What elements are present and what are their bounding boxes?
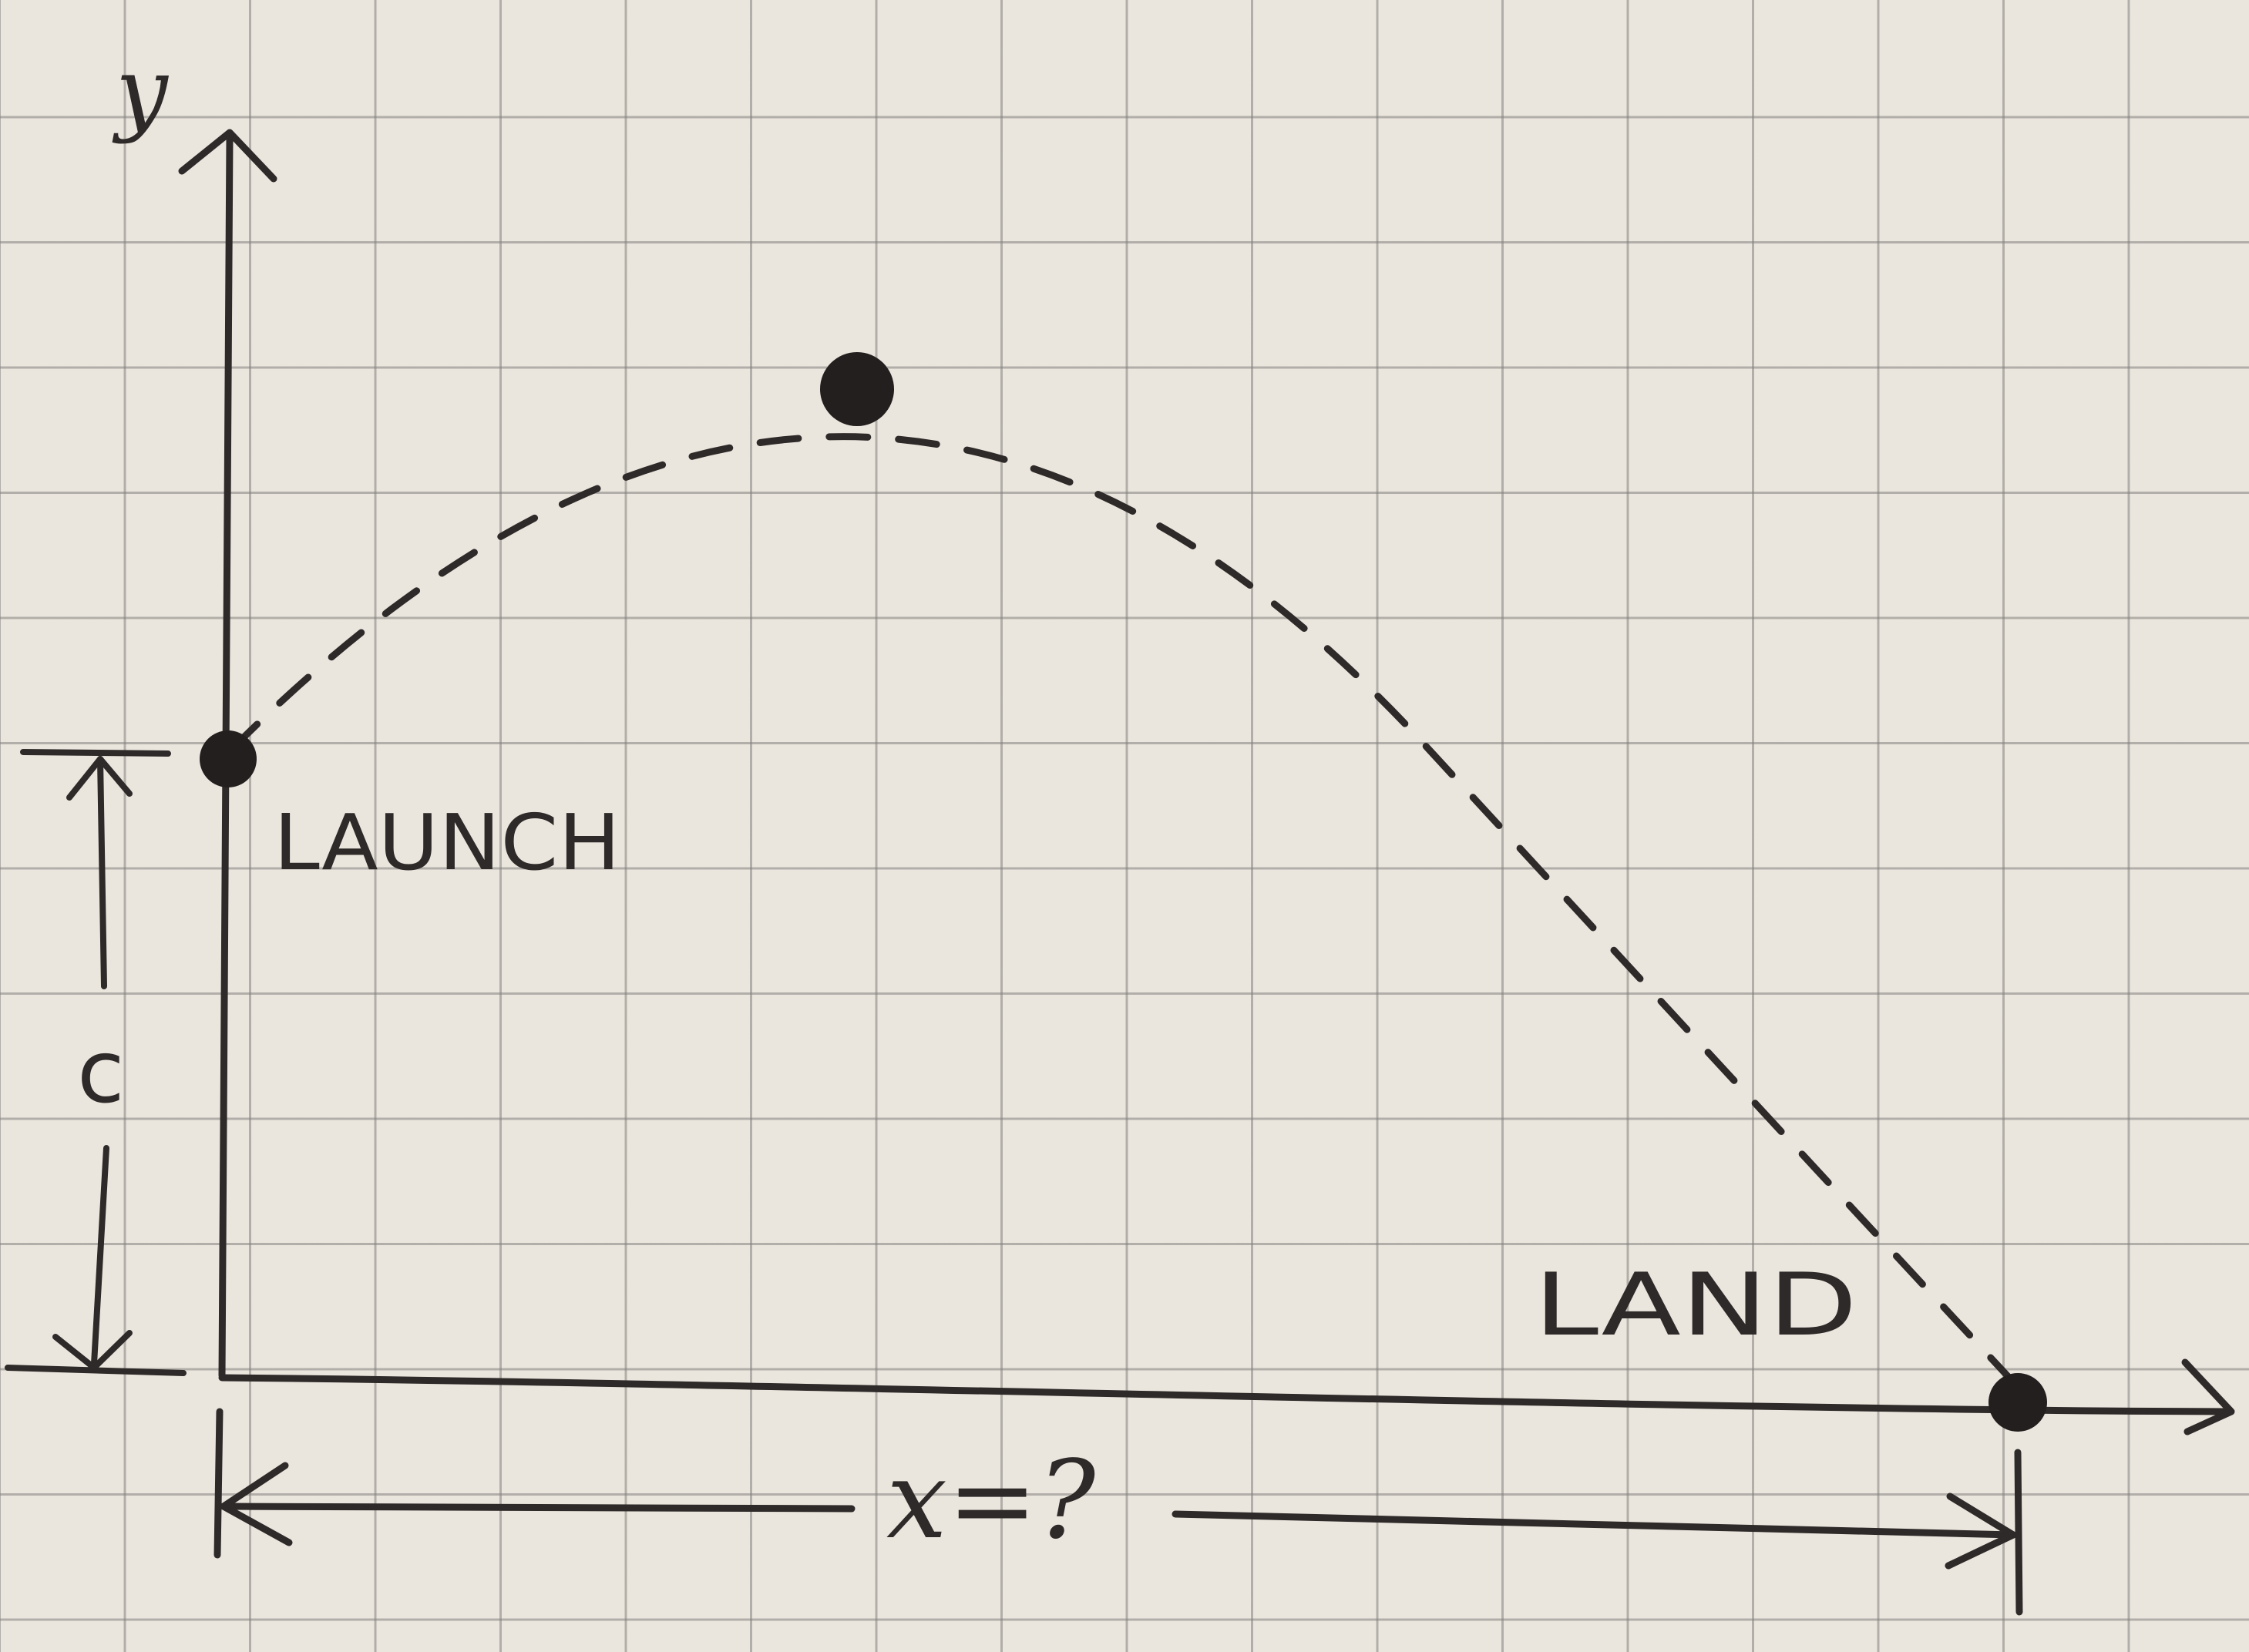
ground-line-stub <box>5 1365 187 1376</box>
launch-height-line <box>20 749 171 757</box>
height-dimension-lower-line <box>91 1145 109 1367</box>
land-label: LAND <box>1534 1255 1857 1355</box>
trajectory-path <box>226 433 2022 1391</box>
landing-point <box>1988 1373 2047 1432</box>
distance-left-arrowhead <box>220 1462 293 1546</box>
launch-label: LAUNCH <box>274 797 620 888</box>
distance-right-tick <box>2014 1449 2023 1616</box>
distance-line-right <box>1172 1510 2017 1539</box>
launch-point <box>200 730 257 787</box>
distance-label: x=? <box>886 1438 1096 1563</box>
y-axis: y <box>112 39 277 1379</box>
apex-point <box>820 352 894 426</box>
height-dimension: c <box>52 756 133 1371</box>
height-dimension-upper-line <box>97 756 107 989</box>
distance-line-left <box>220 1503 856 1513</box>
x-axis-line <box>218 1374 2231 1415</box>
x-axis-arrowhead <box>2181 1358 2235 1435</box>
height-dimension-down-arrow <box>52 1330 133 1371</box>
height-dimension-up-arrow <box>66 756 133 801</box>
y-axis-arrowhead <box>178 129 277 183</box>
x-axis <box>218 1358 2235 1435</box>
distance-right-arrowhead <box>1945 1493 2017 1570</box>
distance-dimension: x=? <box>213 1408 2023 1616</box>
height-dimension-label: c <box>77 1022 125 1123</box>
distance-left-tick <box>213 1408 224 1559</box>
y-axis-label: y <box>112 39 170 146</box>
